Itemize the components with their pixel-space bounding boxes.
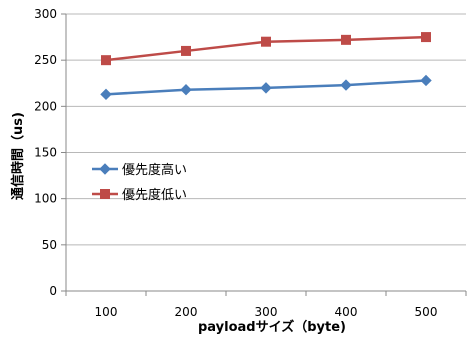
data-point xyxy=(100,88,112,101)
y-axis-title: 通信時間（us) xyxy=(10,112,26,200)
legend-label: 優先度低い xyxy=(122,187,187,203)
data-point xyxy=(180,84,192,96)
legend-item: 優先度低い xyxy=(92,187,187,203)
legend-swatch-marker xyxy=(100,189,110,199)
data-point xyxy=(181,45,191,56)
x-tick-label: 300 xyxy=(255,305,278,319)
y-tick-label: 50 xyxy=(42,238,57,252)
series-1 xyxy=(100,74,432,101)
series-2 xyxy=(101,32,431,66)
data-point xyxy=(340,79,352,91)
data-point xyxy=(101,55,111,66)
y-tick-label: 0 xyxy=(49,284,57,298)
axes xyxy=(61,13,467,296)
y-tick-label: 300 xyxy=(34,7,57,21)
x-axis-title: payloadサイズ（byte) xyxy=(198,319,346,335)
x-tick-label: 100 xyxy=(95,305,118,319)
y-tick-label: 150 xyxy=(34,146,57,160)
data-point xyxy=(420,74,432,87)
y-tick-label: 250 xyxy=(34,53,57,67)
x-tick-label: 200 xyxy=(175,305,198,319)
x-tick-label: 400 xyxy=(335,305,358,319)
series-lines xyxy=(100,32,432,101)
y-tick-label: 200 xyxy=(34,99,57,113)
legend-swatch-marker xyxy=(99,163,111,175)
legend-label: 優先度高い xyxy=(122,162,187,178)
y-tick-labels: 0 50 100 150 200 250 300 xyxy=(34,7,57,298)
data-point xyxy=(341,34,351,45)
y-tick-label: 100 xyxy=(34,192,57,206)
x-tick-labels: 100 200 300 400 500 xyxy=(95,305,438,319)
gridlines xyxy=(66,13,466,246)
legend-item: 優先度高い xyxy=(92,162,187,178)
x-tick-label: 500 xyxy=(415,305,438,319)
data-point xyxy=(260,82,272,94)
data-point xyxy=(421,32,431,43)
data-point xyxy=(261,36,271,47)
